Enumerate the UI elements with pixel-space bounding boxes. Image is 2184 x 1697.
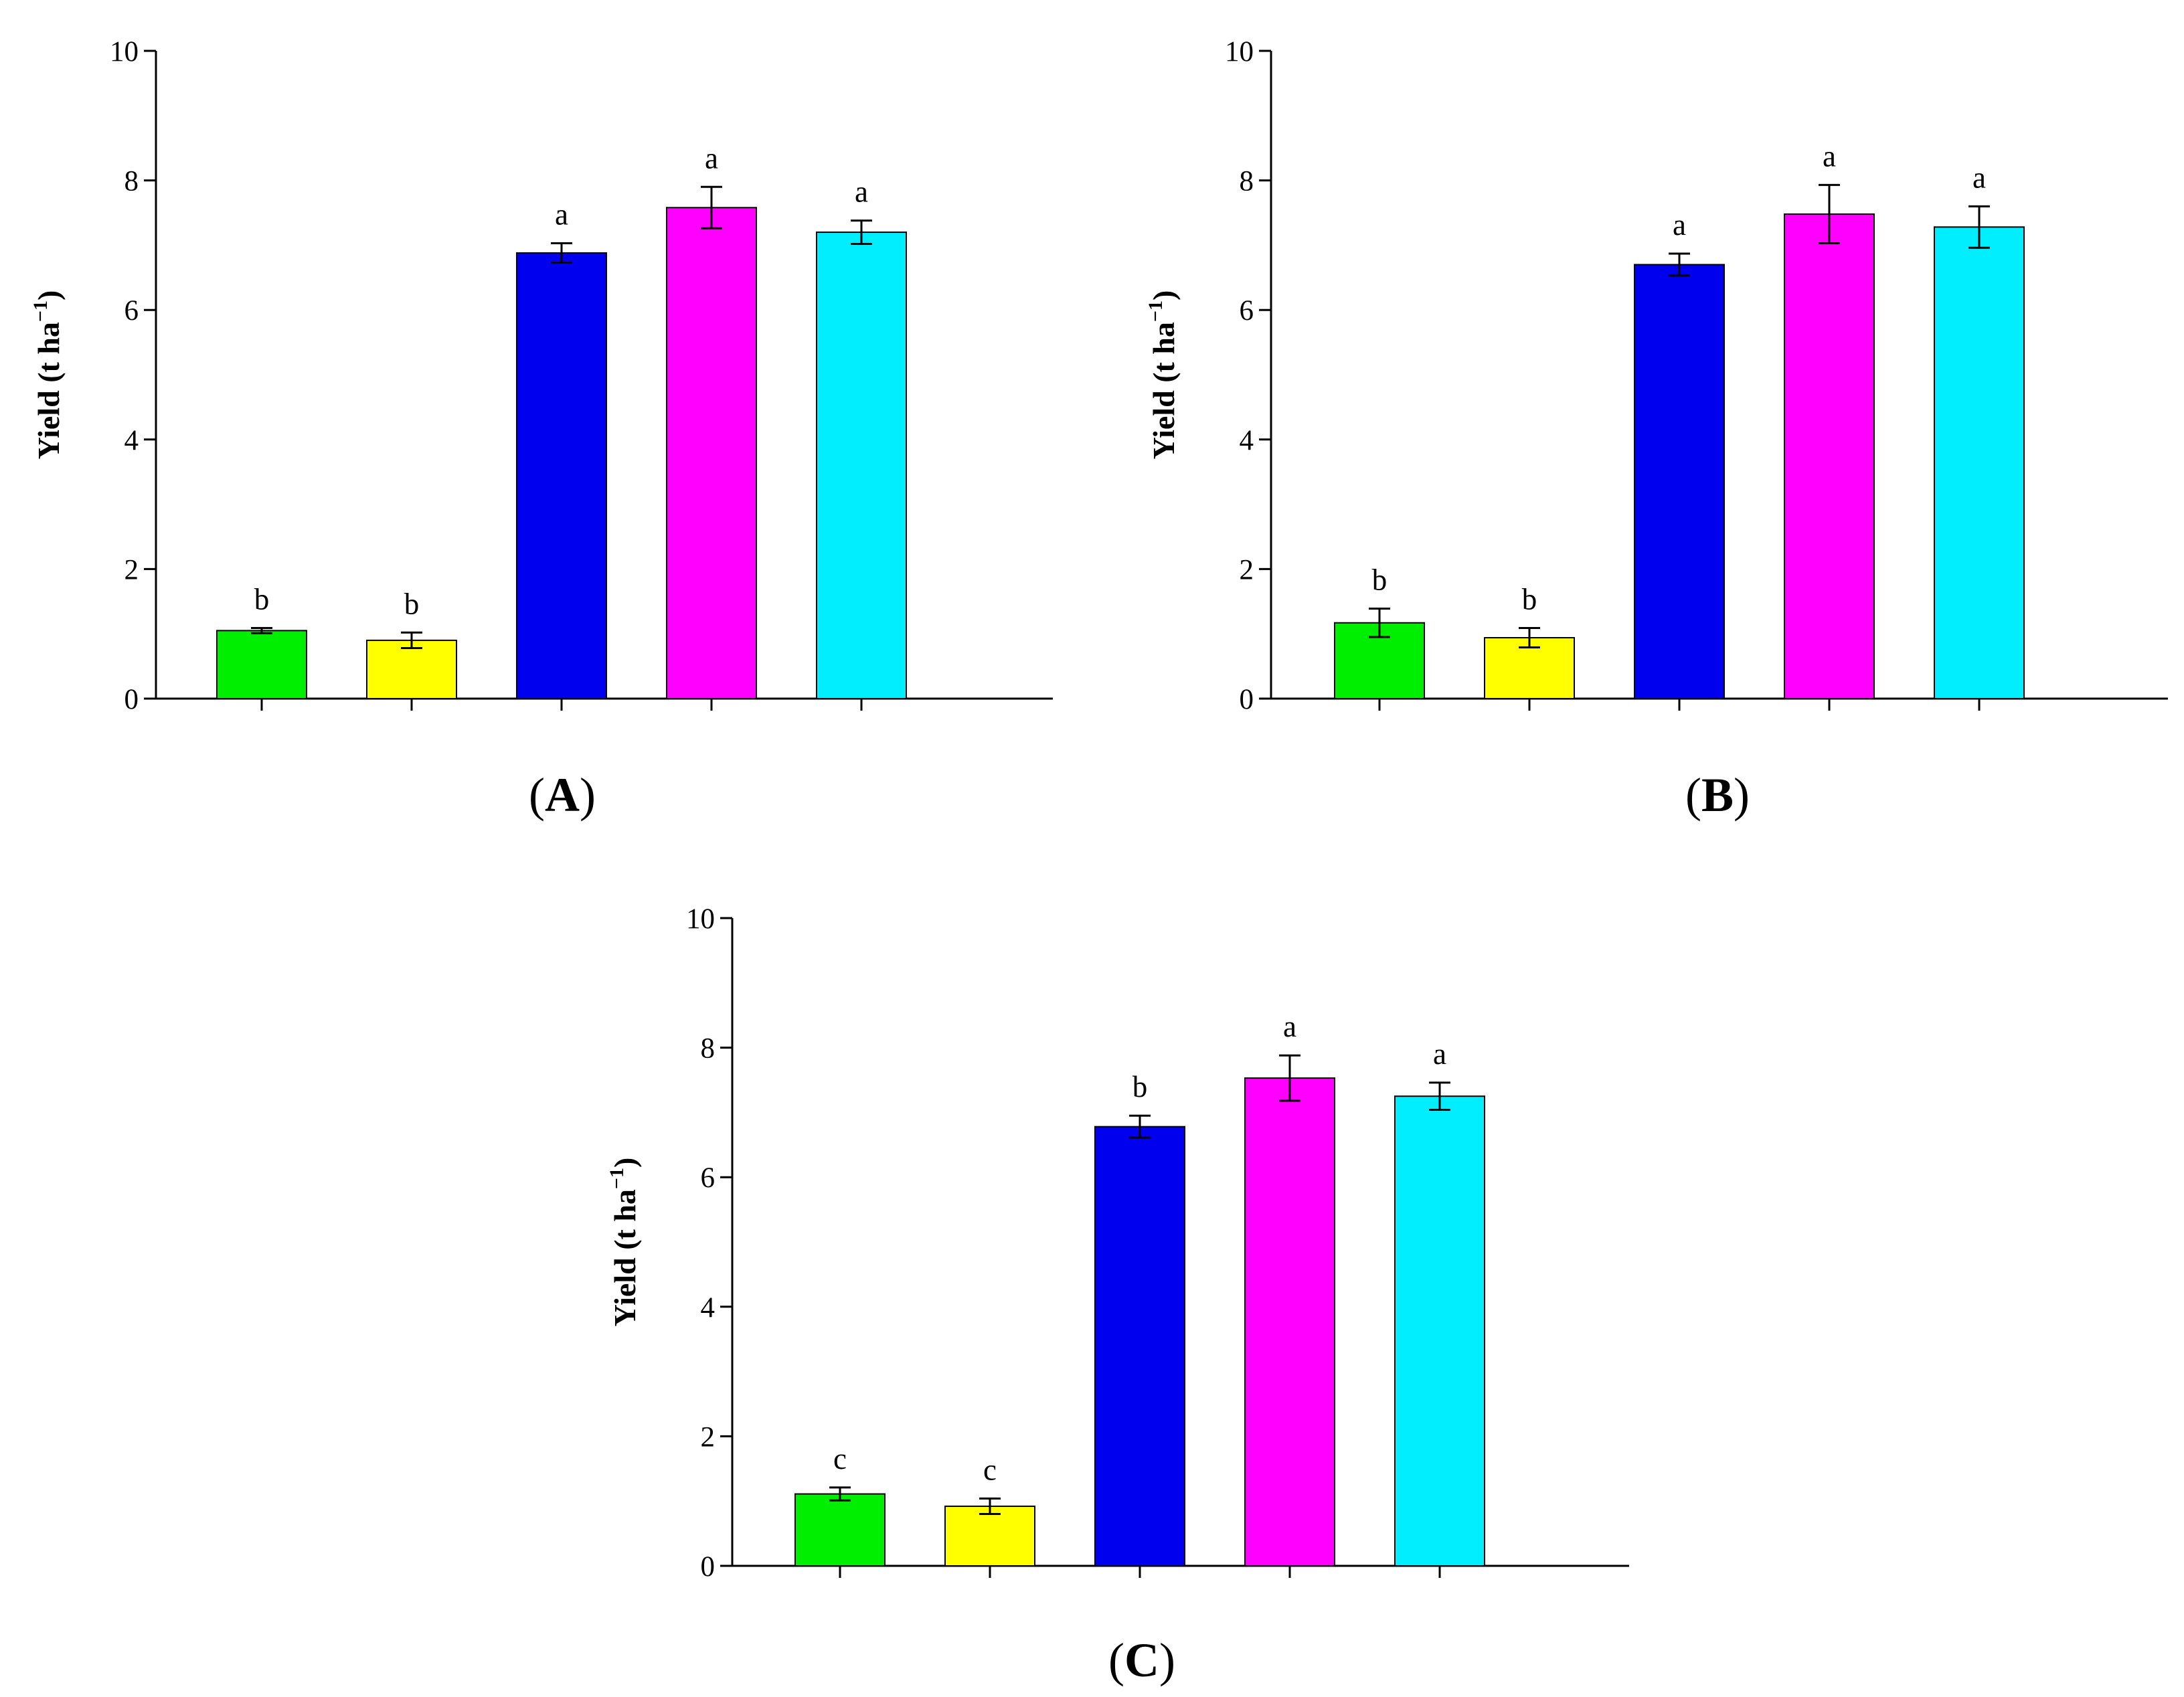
significance-letter: a bbox=[1433, 1037, 1446, 1071]
bar bbox=[1094, 1126, 1185, 1567]
y-axis-label: Yield (t ha−1) bbox=[606, 1158, 642, 1327]
y-axis-label: Yield (t ha−1) bbox=[29, 290, 66, 460]
panel-label: (B) bbox=[1685, 768, 1750, 822]
y-tick-label: 2 bbox=[701, 1421, 716, 1453]
y-tick-label: 8 bbox=[1240, 166, 1254, 197]
panel-a: 0 2 4 6 8 10 Yield (t ha−1) b b a a a (A) bbox=[29, 36, 1053, 822]
significance-letter: b bbox=[1132, 1070, 1148, 1103]
significance-letter: a bbox=[1283, 1010, 1296, 1043]
panel-label: (A) bbox=[529, 768, 596, 822]
y-tick-label: 0 bbox=[701, 1551, 716, 1583]
y-tick-label: 4 bbox=[124, 425, 139, 456]
bar bbox=[944, 1505, 1035, 1567]
y-tick-label: 6 bbox=[1240, 295, 1254, 327]
significance-letter: a bbox=[705, 141, 718, 175]
y-tick-label: 2 bbox=[1240, 554, 1254, 586]
bar bbox=[516, 252, 607, 699]
y-tick-label: 0 bbox=[124, 684, 139, 715]
y-tick-label: 8 bbox=[124, 166, 139, 197]
y-axis-label: Yield (t ha−1) bbox=[1145, 290, 1181, 460]
significance-letter: b bbox=[1372, 563, 1388, 596]
bar bbox=[1784, 213, 1875, 700]
y-tick-label: 2 bbox=[124, 554, 139, 586]
significance-letter: c bbox=[833, 1442, 847, 1476]
bar bbox=[666, 207, 757, 700]
y-tick-label: 10 bbox=[110, 36, 139, 68]
bar bbox=[216, 630, 307, 699]
y-tick-label: 10 bbox=[1225, 36, 1254, 68]
panel-c: 0 2 4 6 8 10 Yield (t ha−1) c c b a a (C) bbox=[606, 903, 1629, 1687]
significance-letter: c bbox=[983, 1453, 997, 1486]
bar bbox=[1934, 226, 2025, 699]
y-tick-label: 4 bbox=[1240, 425, 1254, 456]
significance-letter: a bbox=[1673, 208, 1686, 242]
y-tick-label: 10 bbox=[686, 903, 715, 935]
y-tick-label: 4 bbox=[701, 1292, 716, 1324]
y-tick-label: 8 bbox=[701, 1033, 716, 1065]
y-tick-label: 0 bbox=[1240, 684, 1254, 715]
y-tick-label: 6 bbox=[124, 295, 139, 327]
panel-label: (C) bbox=[1108, 1633, 1175, 1687]
significance-letter: a bbox=[1823, 139, 1836, 173]
significance-letter: b bbox=[404, 587, 420, 620]
significance-letter: b bbox=[1522, 582, 1537, 616]
bar bbox=[1244, 1077, 1335, 1567]
bar bbox=[366, 639, 457, 700]
significance-letter: a bbox=[555, 197, 568, 231]
significance-letter: a bbox=[1972, 161, 1986, 194]
panel-b: 0 2 4 6 8 10 Yield (t ha−1) b b a a a (B) bbox=[1145, 36, 2168, 822]
bar bbox=[1634, 264, 1725, 699]
y-tick-label: 6 bbox=[701, 1162, 716, 1194]
bar bbox=[1394, 1095, 1485, 1567]
significance-letter: a bbox=[855, 175, 868, 209]
significance-letter: b bbox=[254, 582, 270, 616]
bar bbox=[816, 232, 907, 700]
bar bbox=[794, 1493, 886, 1567]
